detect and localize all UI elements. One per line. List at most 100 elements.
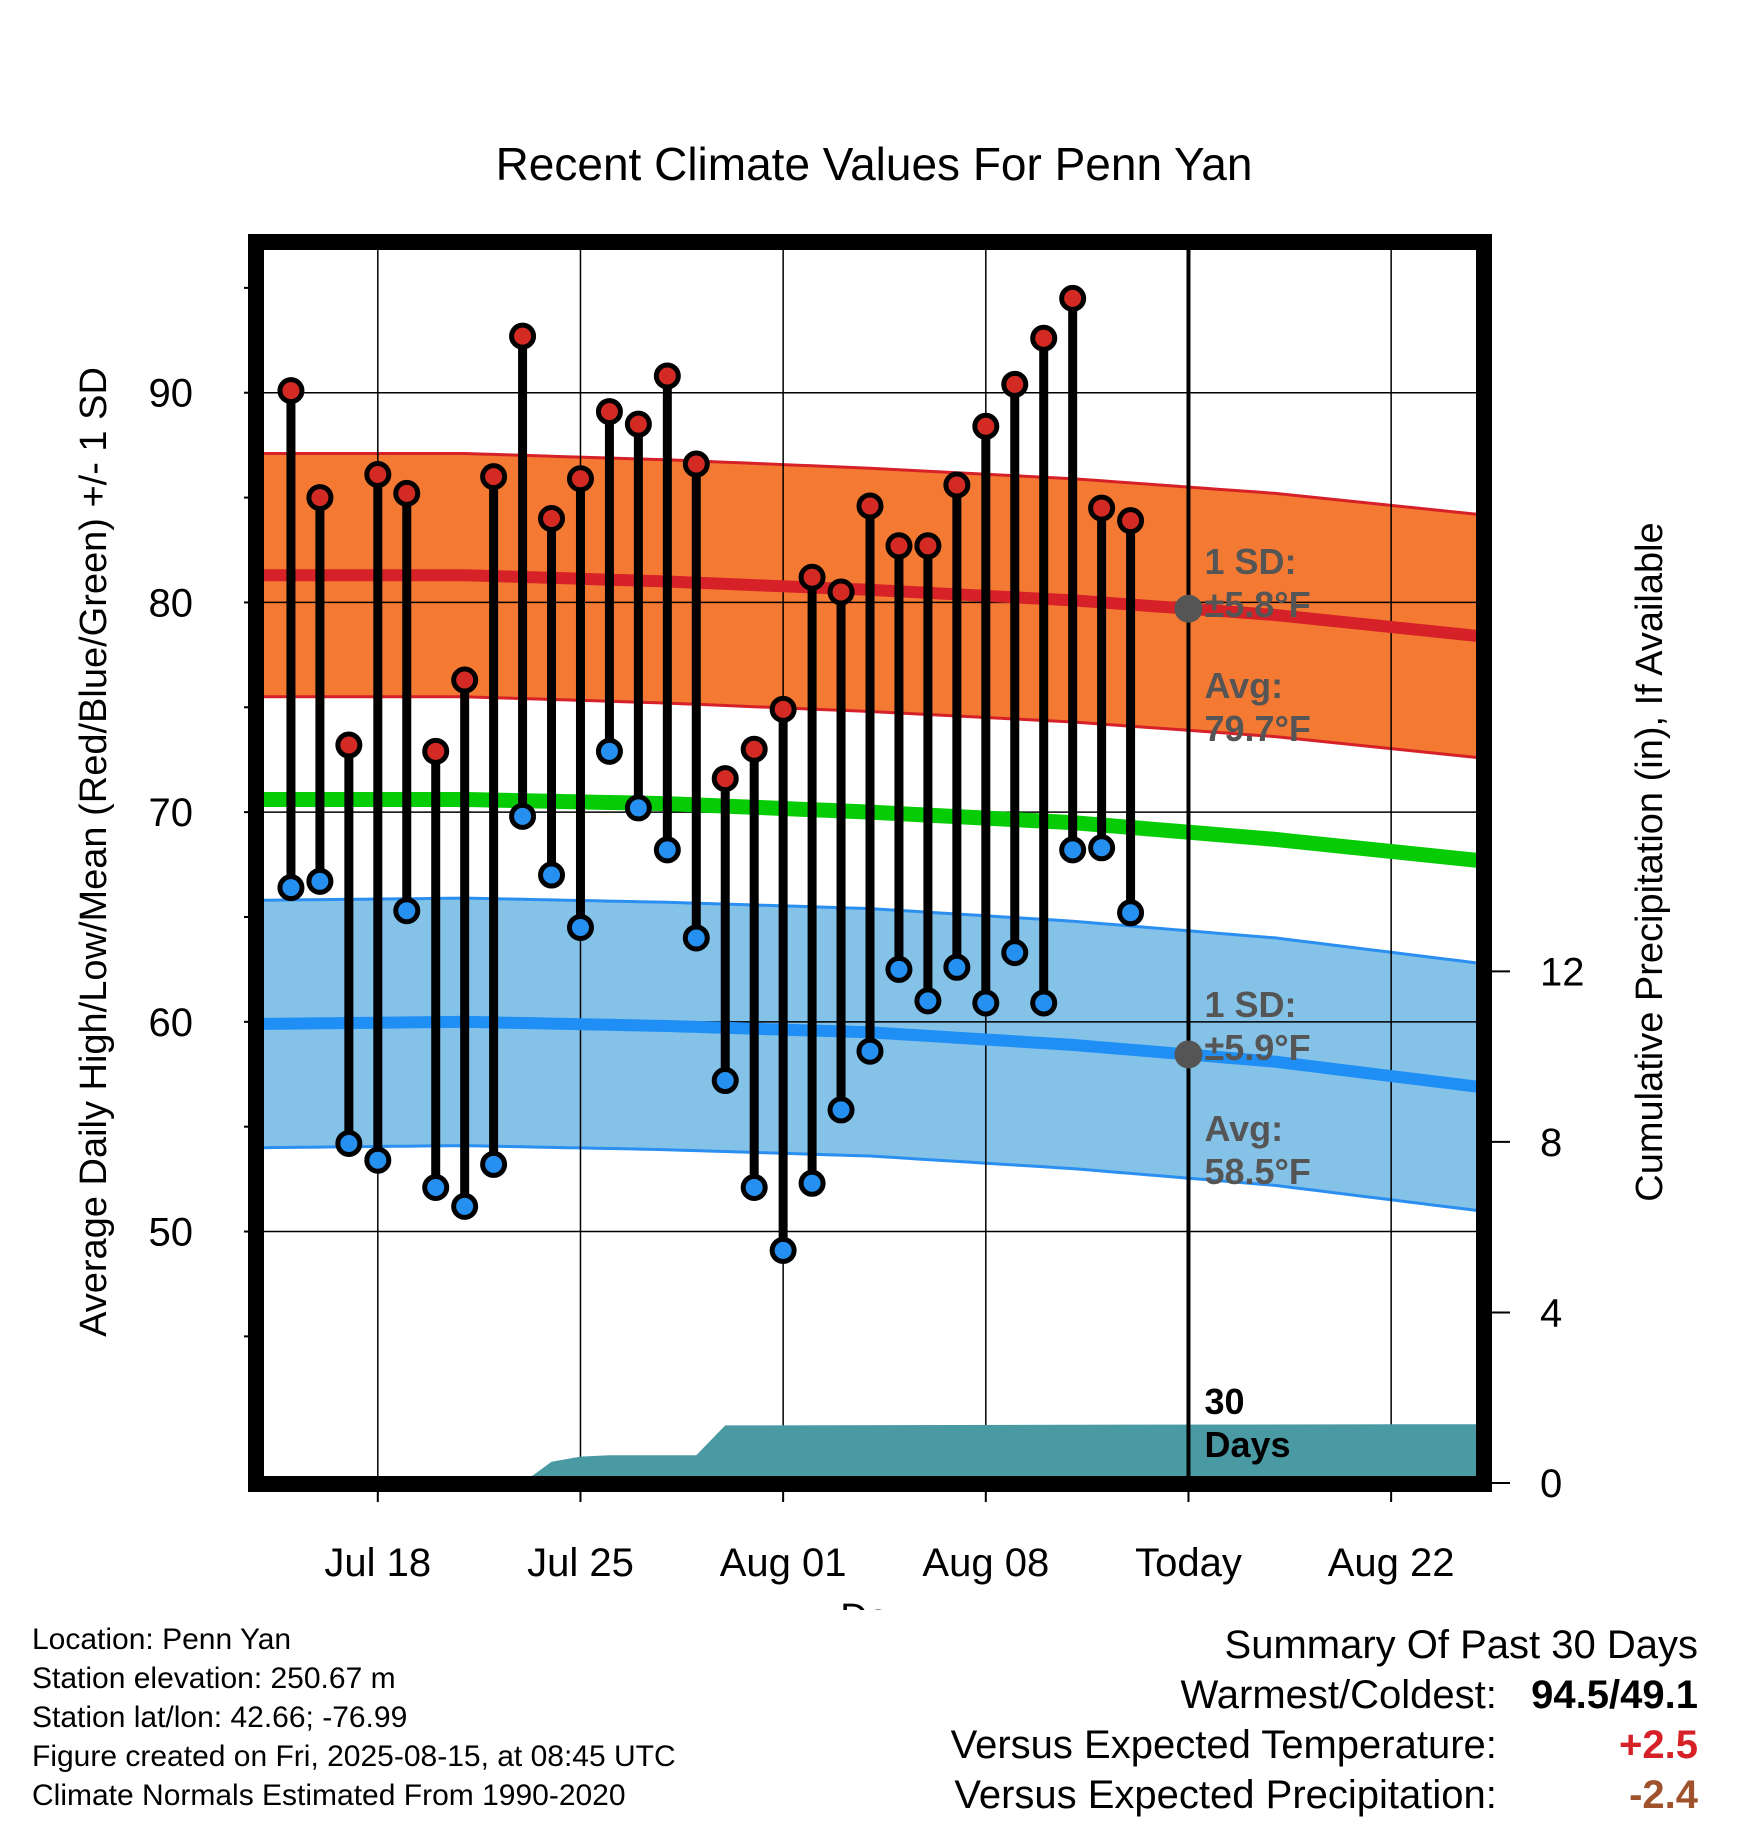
daily-high-point [769,695,797,723]
y2-tick-label: 8 [1540,1121,1562,1165]
daily-low-point [914,987,942,1015]
daily-high-point [740,735,768,763]
summary-heading: Summary Of Past 30 Days [1224,1623,1698,1667]
y-tick-label: 90 [149,372,194,416]
x-tick-label: Jul 25 [527,1541,634,1585]
daily-high-point [1001,370,1029,398]
daily-low-point [653,836,681,864]
daily-low-point [943,953,971,981]
daily-high-point [682,450,710,478]
daily-low-point [335,1129,363,1157]
x-tick-label: Jul 18 [324,1541,431,1585]
daily-low-point [480,1150,508,1178]
daily-high-point [277,377,305,405]
temp-anomaly-value: +2.5 [1619,1723,1698,1767]
daily-low-point [885,955,913,983]
daily-high-point [856,492,884,520]
x-tick-label: Aug 08 [922,1541,1049,1585]
daily-high-point [972,412,1000,440]
low-sd-label: 1 SD: [1204,984,1296,1025]
daily-high-point [1030,324,1058,352]
y-tick-label: 70 [149,791,194,835]
extremes-value: 94.5/49.1 [1531,1673,1698,1717]
daily-high-point [624,410,652,438]
summary-temp-row: Versus Expected Temperature: +2.5 [951,1720,1698,1770]
y2-tick-label: 12 [1540,950,1585,994]
daily-high-point [943,471,971,499]
high-avg-value: 79.7°F [1204,708,1310,749]
x-tick-label: Aug 22 [1328,1541,1455,1585]
daily-low-point [711,1067,739,1095]
high-sd-label: 1 SD: [1204,541,1296,582]
station-info: Location: Penn Yan Station elevation: 25… [32,1620,676,1815]
daily-low-point [364,1146,392,1174]
daily-low-point [509,802,537,830]
daily-high-point [364,461,392,489]
y-tick-label: 60 [149,1001,194,1045]
x-tick-label: Today [1135,1541,1242,1585]
daily-low-point [566,913,594,941]
daily-low-point [740,1173,768,1201]
normals-period: Climate Normals Estimated From 1990-2020 [32,1779,626,1812]
daily-low-point [1117,899,1145,927]
daily-high-point [885,532,913,560]
daily-high-point [827,578,855,606]
daily-high-point [393,479,421,507]
daily-low-point [538,861,566,889]
chart-title: Recent Climate Values For Penn Yan [496,138,1253,190]
daily-high-point [1059,284,1087,312]
daily-high-point [595,398,623,426]
y2-tick-label: 4 [1540,1291,1562,1335]
daily-low-point [1001,939,1029,967]
high-sd-value: ±5.8°F [1204,584,1310,625]
summary-extremes-row: Warmest/Coldest: 94.5/49.1 [951,1670,1699,1720]
high-band-upper-edge [262,452,1478,516]
y-axis-title: Average Daily High/Low/Mean (Red/Blue/Gr… [73,367,115,1337]
daily-low-point [451,1192,479,1220]
y-tick-label: 80 [149,581,194,625]
low-avg-label: Avg: [1204,1108,1283,1149]
daily-high-point [914,532,942,560]
y2-axis-title: Cumulative Precipitation (in), If Availa… [1629,522,1671,1201]
today-low-normal-marker [1174,1040,1203,1069]
daily-low-point [422,1173,450,1201]
station-elevation: Station elevation: 250.67 m [32,1662,396,1695]
daily-high-point [566,465,594,493]
low-avg-value: 58.5°F [1204,1151,1310,1192]
daily-high-point [335,731,363,759]
window-label: Days [1204,1424,1290,1465]
daily-high-point [711,765,739,793]
daily-low-point [277,874,305,902]
summary-precip-row: Versus Expected Precipitation: -2.4 [951,1770,1698,1820]
daily-high-point [509,322,537,350]
low-sd-value: ±5.9°F [1204,1027,1310,1068]
daily-high-point [422,737,450,765]
daily-low-point [393,897,421,925]
summary-panel: Summary Of Past 30 Days Warmest/Coldest:… [951,1620,1698,1820]
x-axis-title: Day [840,1597,908,1610]
extremes-label: Warmest/Coldest: [1180,1673,1497,1717]
daily-low-point [856,1037,884,1065]
window-count: 30 [1204,1381,1244,1422]
precip-anomaly-value: -2.4 [1629,1773,1698,1817]
daily-low-point [595,737,623,765]
daily-low-point [682,924,710,952]
daily-high-point [538,505,566,533]
temp-anomaly-label: Versus Expected Temperature: [950,1723,1497,1767]
today-high-normal-marker [1174,594,1203,623]
high-avg-label: Avg: [1204,665,1283,706]
daily-high-point [451,666,479,694]
plot-frame [248,234,1492,1492]
x-tick-label: Aug 01 [720,1541,847,1585]
precip-anomaly-label: Versus Expected Precipitation: [954,1773,1497,1817]
daily-low-point [624,794,652,822]
station-location: Location: Penn Yan [32,1623,292,1656]
daily-high-point [653,362,681,390]
daily-low-point [1059,836,1087,864]
y2-tick-label: 0 [1540,1462,1562,1506]
plot-area [262,247,1478,1478]
daily-low-point [306,867,334,895]
daily-low-point [1030,989,1058,1017]
daily-high-point [1088,494,1116,522]
daily-low-point [769,1236,797,1264]
